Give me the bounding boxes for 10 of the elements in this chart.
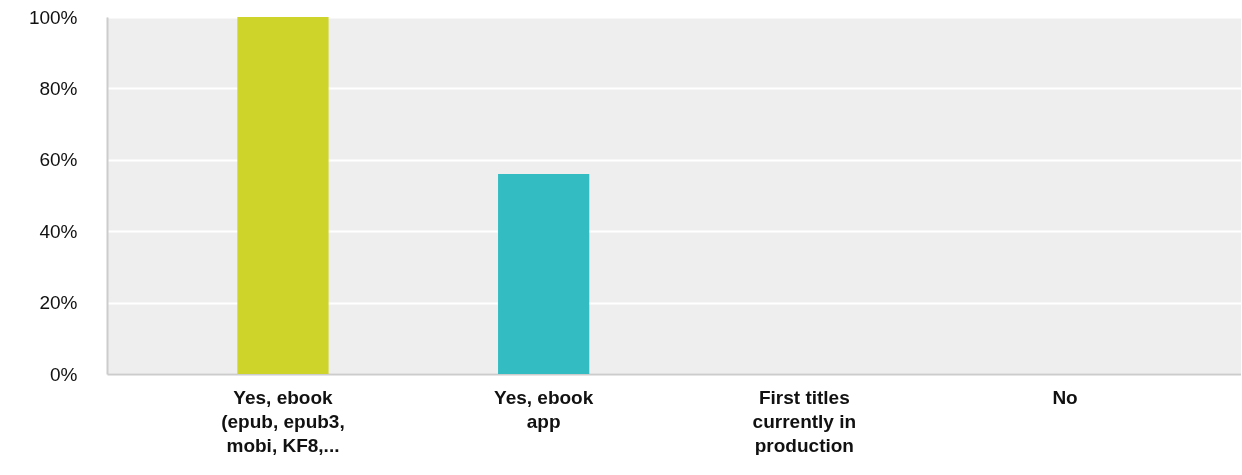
y-tick-label: 80% [39,77,78,99]
y-tick-label: 60% [39,149,78,171]
x-tick-label: Yes, ebook (epub, epub3, mobi, KF8,... [221,386,345,456]
x-tick-label: Yes, ebook app [494,386,594,432]
x-tick-label: No [1052,386,1078,408]
y-tick-label: 100% [28,6,78,28]
y-tick-label: 0% [50,363,78,385]
y-tick-label: 40% [39,220,78,242]
y-tick-label: 20% [39,292,78,314]
x-tick-label: First titles currently in production [752,386,857,456]
